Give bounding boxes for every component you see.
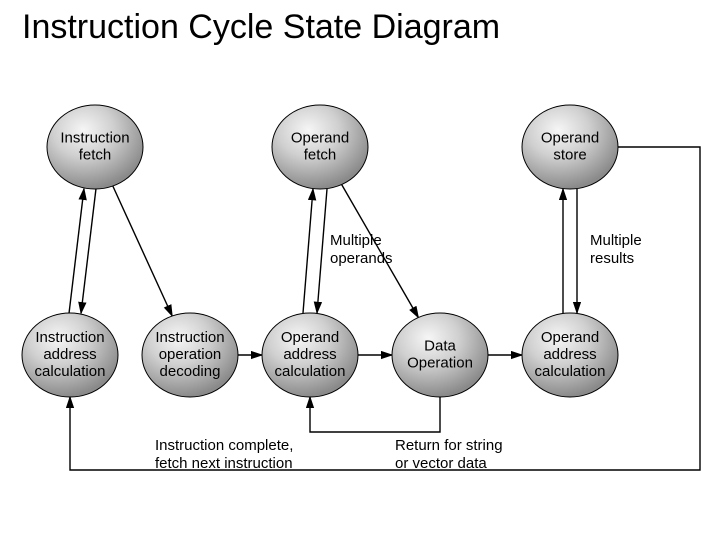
state-node-iod: Instructionoperationdecoding	[142, 313, 238, 397]
node-label: address	[283, 346, 336, 363]
node-label: store	[553, 147, 586, 164]
node-label: Operand	[541, 130, 599, 147]
state-node-oac2: Operandaddresscalculation	[522, 313, 618, 397]
state-node-iac: Instructionaddresscalculation	[22, 313, 118, 397]
node-label: decoding	[160, 363, 221, 380]
node-label: calculation	[275, 363, 346, 380]
edge-label: Multiple	[590, 232, 642, 249]
state-diagram: InstructionfetchOperandfetchOperandstore…	[0, 0, 720, 540]
node-label: Operand	[281, 329, 339, 346]
state-node-oac1: Operandaddresscalculation	[262, 313, 358, 397]
node-label: address	[543, 346, 596, 363]
node-label: Data	[424, 338, 456, 355]
edge-label: fetch next instruction	[155, 455, 293, 472]
edge-label: Multiple	[330, 232, 382, 249]
edge-label: Instruction complete,	[155, 437, 293, 454]
node-label: fetch	[79, 147, 112, 164]
node-label: Operation	[407, 355, 473, 372]
edge-label: Return for string	[395, 437, 503, 454]
node-label: Operand	[291, 130, 349, 147]
node-label: address	[43, 346, 96, 363]
edge-label: results	[590, 250, 634, 267]
edge-label: or vector data	[395, 455, 487, 472]
state-node-os: Operandstore	[522, 105, 618, 189]
node-label: Instruction	[60, 130, 129, 147]
node-label: Instruction	[35, 329, 104, 346]
state-node-if: Instructionfetch	[47, 105, 143, 189]
node-label: calculation	[35, 363, 106, 380]
node-label: Operand	[541, 329, 599, 346]
edge-label: operands	[330, 250, 393, 267]
node-label: operation	[159, 346, 222, 363]
state-node-of: Operandfetch	[272, 105, 368, 189]
node-label: calculation	[535, 363, 606, 380]
node-label: Instruction	[155, 329, 224, 346]
state-node-do: DataOperation	[392, 313, 488, 397]
node-label: fetch	[304, 147, 337, 164]
